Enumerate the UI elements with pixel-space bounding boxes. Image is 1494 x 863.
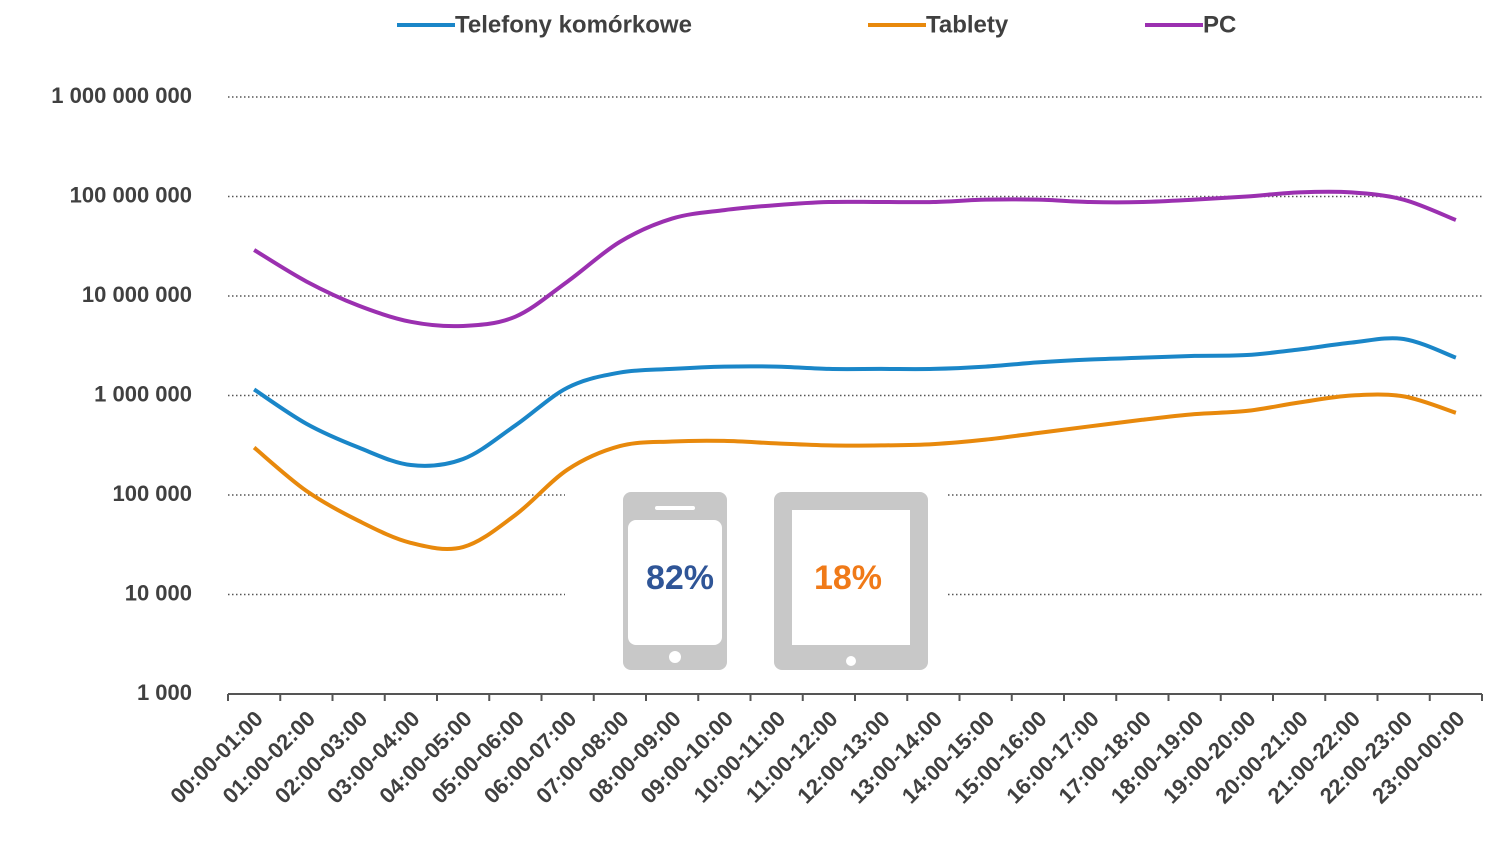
legend-label: PC xyxy=(1203,11,1236,38)
device-icons: 82% 18% xyxy=(623,492,928,670)
y-tick-label: 100 000 000 xyxy=(70,182,192,207)
legend: Telefony komórkowe Tablety PC xyxy=(397,11,1236,38)
series-line xyxy=(252,392,1457,551)
y-tick-label: 1 000 000 000 xyxy=(51,83,192,108)
legend-label: Tablety xyxy=(926,11,1009,38)
y-tick-label: 10 000 000 xyxy=(82,282,192,307)
tablet-button xyxy=(846,656,856,666)
phone-speaker xyxy=(655,506,695,510)
lines xyxy=(252,189,1457,551)
y-tick-label: 1 000 xyxy=(137,680,192,705)
series-line xyxy=(253,189,1457,329)
annotation: 82% xyxy=(646,559,714,597)
grid xyxy=(228,96,1482,596)
tablet-screen xyxy=(792,510,910,645)
annotation: 18% xyxy=(814,559,882,597)
phone-screen xyxy=(628,520,722,645)
axis: 1 000 10 000 100 000 1 000 000 10 000 000 100… xyxy=(51,83,1483,808)
y-tick-label: 10 000 xyxy=(125,580,192,605)
legend-label: Telefony komórkowe xyxy=(455,11,692,38)
series-line xyxy=(253,336,1457,468)
y-tick-label: 1 000 000 xyxy=(94,381,192,406)
phone-button xyxy=(669,651,681,663)
y-tick-label: 100 000 xyxy=(112,481,192,506)
